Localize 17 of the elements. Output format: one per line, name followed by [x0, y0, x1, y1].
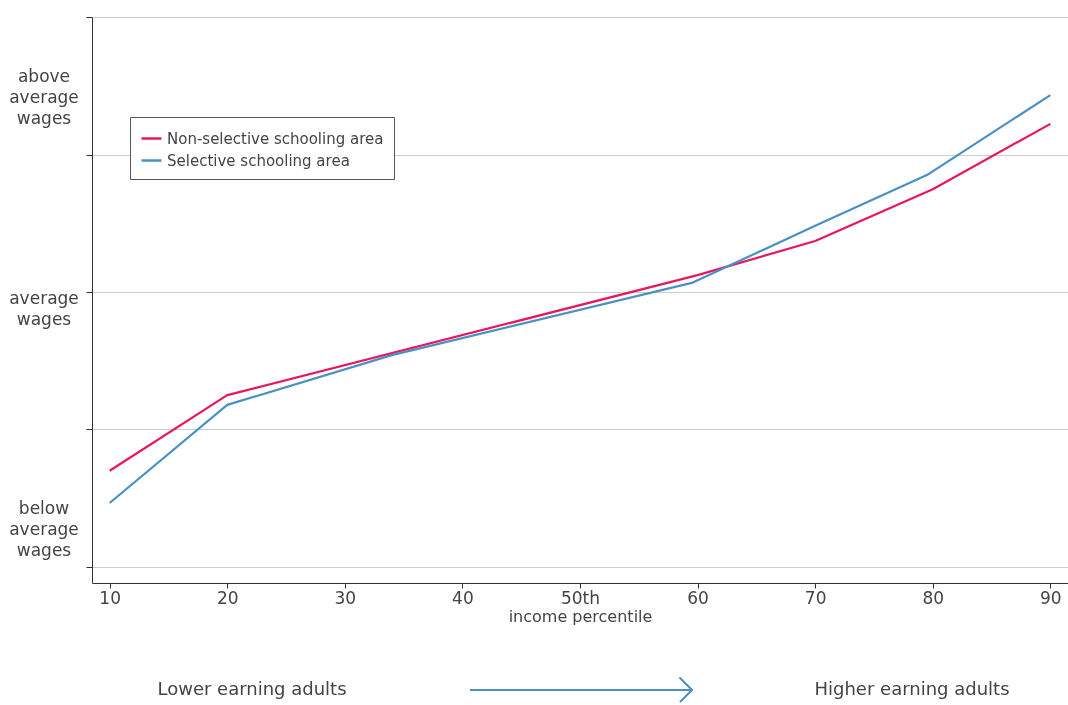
- x-axis-title: income percentile: [508, 606, 653, 626]
- legend-label: Non-selective schooling area: [167, 129, 384, 148]
- x-tick-label: 70: [804, 587, 827, 608]
- x-tick-label: 60: [687, 587, 709, 608]
- text: average wages: [9, 288, 79, 329]
- x-tick-label: 80: [922, 587, 945, 608]
- text: below average wages: [9, 498, 79, 560]
- text: Lower earning adults: [157, 678, 347, 699]
- x-tick-label: 90: [1040, 587, 1062, 608]
- text: above average wages: [9, 66, 79, 128]
- x-tick-label: 50th: [560, 587, 601, 608]
- x-tick-label: 40: [452, 587, 474, 608]
- x-tick-label: 30: [334, 587, 357, 608]
- legend-label: Selective schooling area: [167, 151, 350, 170]
- x-tick-label: 10: [99, 587, 121, 608]
- text: Higher earning adults: [814, 678, 1010, 699]
- x-tick-label: 20: [216, 587, 239, 608]
